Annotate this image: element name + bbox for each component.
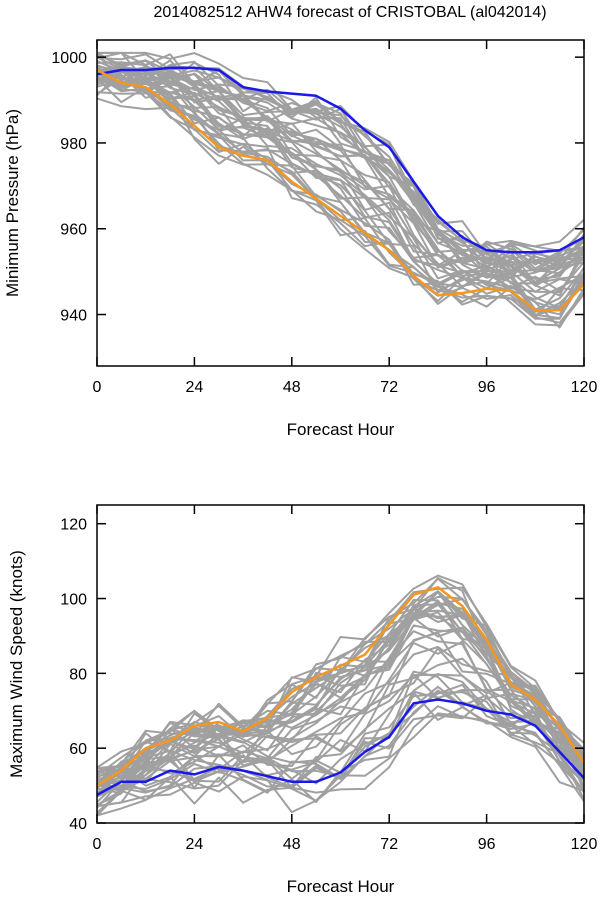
x-tick-label: 72 bbox=[380, 836, 398, 853]
x-tick-label: 120 bbox=[571, 379, 598, 396]
x-tick-label: 72 bbox=[380, 379, 398, 396]
ensemble-line bbox=[96, 64, 585, 310]
ensemble-line bbox=[96, 60, 585, 301]
wind-speed-panel: 0 24 48 72 96 120 40 60 80 100 120 Forecast Hour Max… bbox=[7, 504, 598, 896]
ensemble-line bbox=[96, 59, 585, 283]
y-axis-label: Minimum Pressure (hPa) bbox=[3, 109, 22, 297]
y-tick-label: 1000 bbox=[51, 50, 87, 67]
y-tick-label: 80 bbox=[69, 666, 87, 683]
ensemble-line bbox=[96, 670, 585, 803]
y-tick-label: 960 bbox=[60, 222, 87, 239]
ensemble-line bbox=[96, 673, 585, 817]
ensemble-line bbox=[96, 586, 585, 769]
plot-frame bbox=[96, 39, 585, 367]
pressure-panel: 0 24 48 72 96 120 940 960 980 1000 Forecast Hour Mi… bbox=[3, 39, 598, 439]
x-tick-label: 96 bbox=[478, 379, 496, 396]
ensemble-line bbox=[96, 70, 585, 320]
y-tick-label: 100 bbox=[60, 592, 87, 609]
y-tick-label: 940 bbox=[60, 308, 87, 325]
x-tick-label: 48 bbox=[283, 836, 301, 853]
ensemble-line bbox=[97, 51, 585, 256]
orange-series-line bbox=[96, 68, 585, 312]
blue-series-line bbox=[96, 66, 585, 254]
ensemble-line bbox=[96, 691, 585, 808]
x-axis-label: Forecast Hour bbox=[287, 420, 395, 439]
ensemble-line bbox=[96, 72, 585, 279]
figure-title: 2014082512 AHW4 forecast of CRISTOBAL (a… bbox=[153, 4, 546, 21]
x-tick-label: 120 bbox=[571, 836, 598, 853]
plot-frame bbox=[96, 504, 585, 824]
x-axis-label: Forecast Hour bbox=[287, 877, 395, 896]
ensemble-line bbox=[96, 52, 585, 292]
ensemble-line bbox=[96, 78, 585, 319]
orange-series-line bbox=[96, 586, 586, 787]
ensemble-members bbox=[96, 51, 585, 329]
y-tick-label: 980 bbox=[60, 136, 87, 153]
y-tick-label: 60 bbox=[69, 741, 87, 758]
ensemble-line bbox=[96, 72, 585, 285]
y-tick-label: 120 bbox=[60, 517, 87, 534]
ensemble-line bbox=[96, 66, 585, 262]
ensemble-members bbox=[96, 574, 585, 817]
ensemble-line bbox=[96, 60, 585, 254]
y-tick-label: 40 bbox=[69, 816, 87, 833]
x-tick-label: 48 bbox=[283, 379, 301, 396]
ensemble-line bbox=[96, 607, 585, 770]
ensemble-line bbox=[97, 51, 585, 285]
x-tick-label: 0 bbox=[93, 379, 102, 396]
ensemble-line bbox=[96, 72, 585, 294]
y-axis-label: Maximum Wind Speed (knots) bbox=[7, 550, 26, 778]
blue-series-line bbox=[96, 698, 585, 797]
x-tick-label: 24 bbox=[186, 379, 204, 396]
x-tick-label: 24 bbox=[186, 836, 204, 853]
ensemble-line bbox=[96, 630, 585, 793]
x-tick-label: 0 bbox=[93, 836, 102, 853]
x-tick-label: 96 bbox=[478, 836, 496, 853]
ensemble-line bbox=[96, 673, 585, 806]
